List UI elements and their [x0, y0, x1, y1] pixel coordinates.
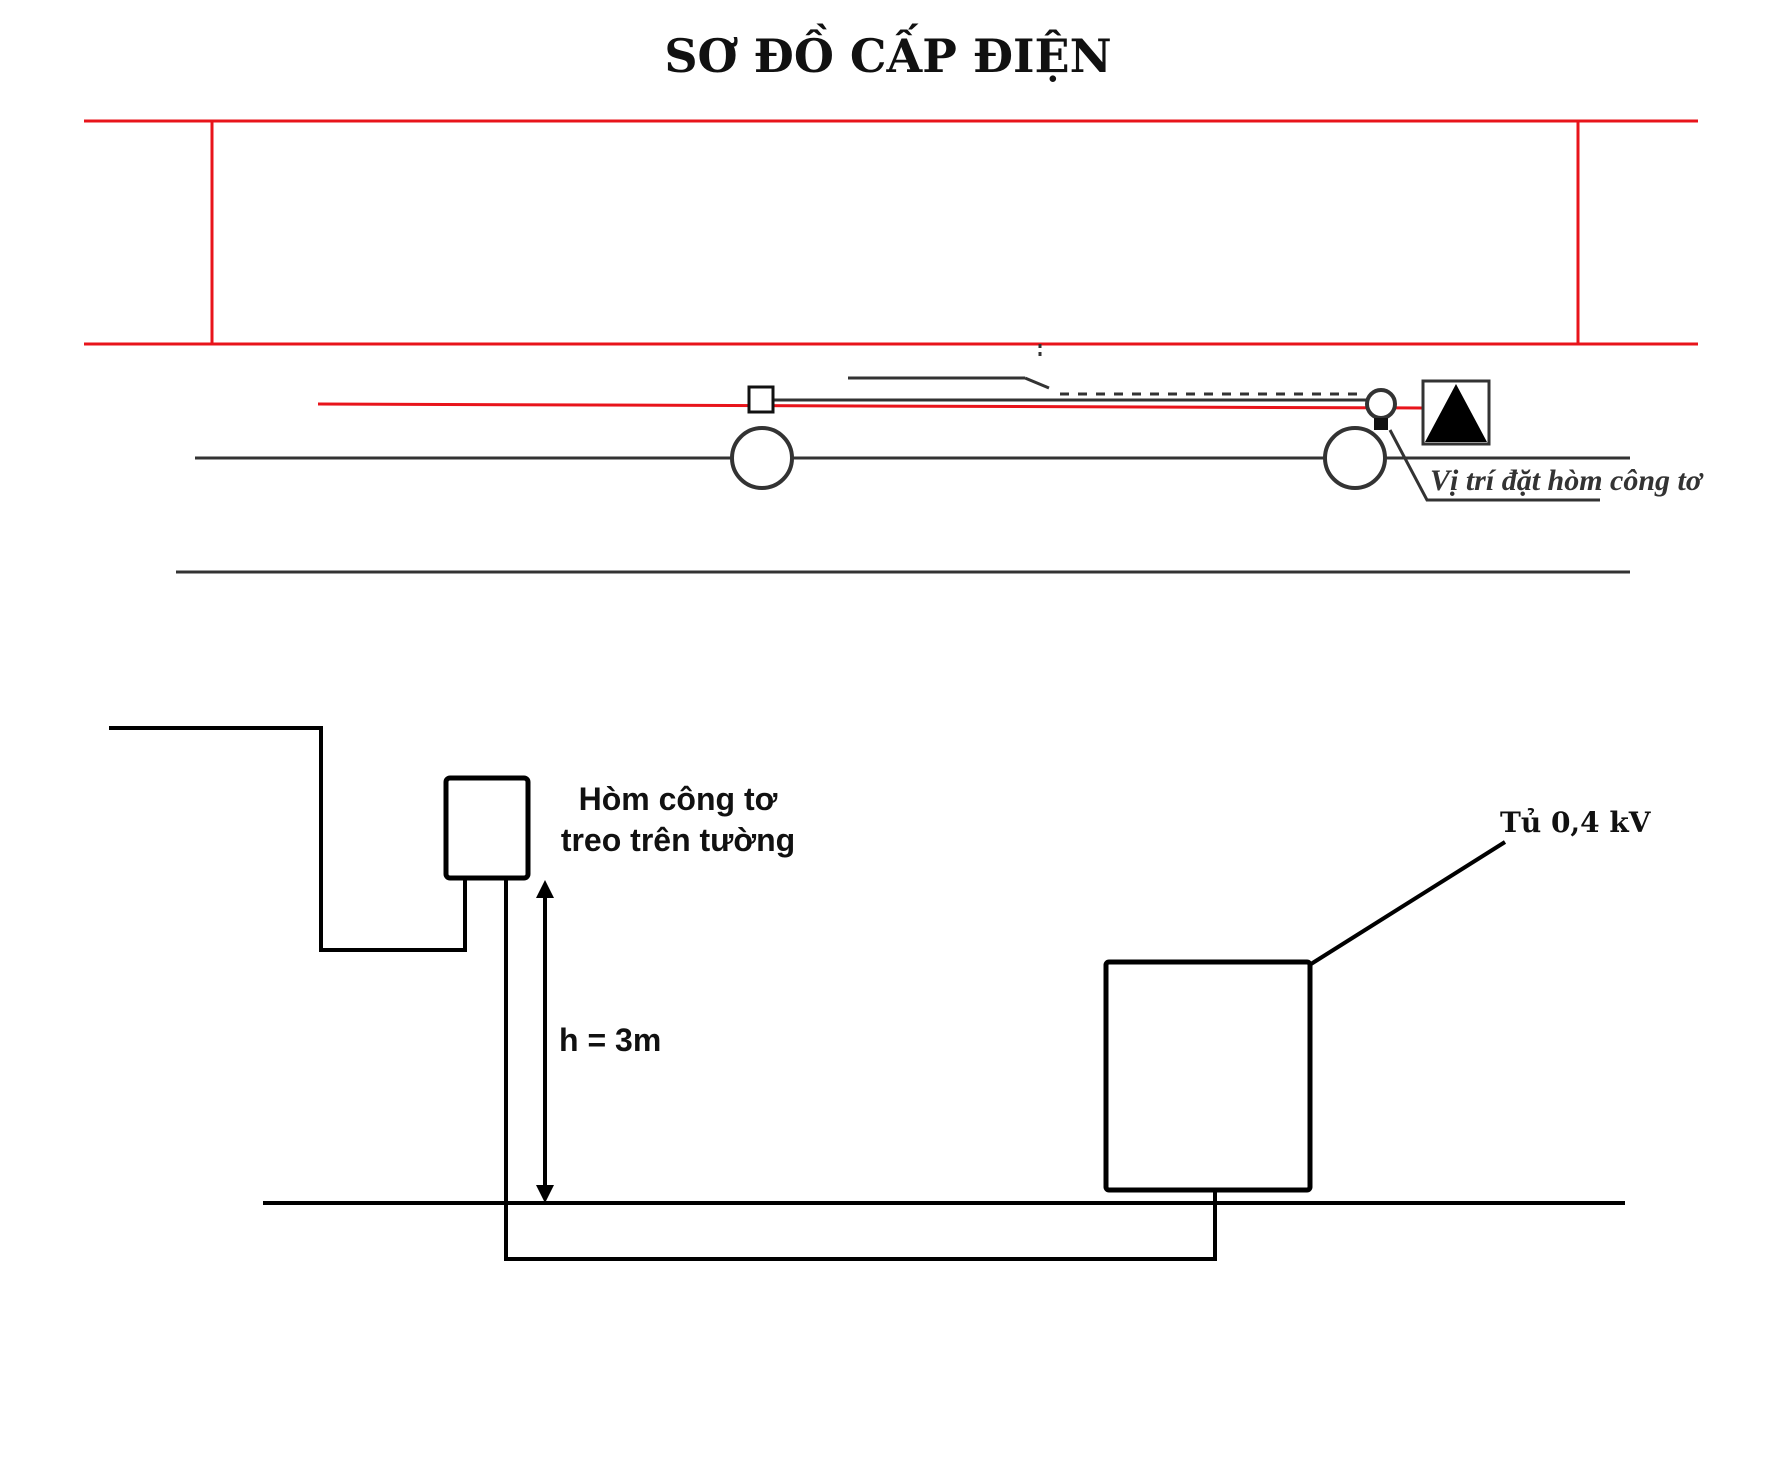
pole-circle-right [1323, 426, 1387, 490]
transformer-triangle-icon [1425, 384, 1487, 442]
switch-blade [1024, 376, 1050, 390]
cabinet-0-4kv [1103, 959, 1313, 1193]
meter-box-label-line2: treo trên tường [561, 822, 795, 858]
elevation-view: Hòm công tơ treo trên tường h = 3m Tủ 0,… [109, 726, 1652, 1261]
cabinet-leader-line [1309, 840, 1507, 966]
underground-cable [504, 878, 1217, 1261]
meter-position-circle [1365, 388, 1397, 420]
meter-location-label: Vị trí đặt hòm công tơ [1430, 464, 1704, 497]
cabinet-label: Tủ 0,4 kV [1500, 806, 1652, 839]
location-leader-line [1388, 429, 1600, 502]
meter-box [443, 775, 531, 881]
junction-square [747, 385, 775, 414]
red-power-line [317, 402, 1424, 410]
arrowhead-down-icon [536, 1185, 554, 1203]
pole-circle-left [730, 426, 794, 490]
height-label: h = 3m [559, 1022, 661, 1058]
diagram-title: SƠ ĐỒ CẤP ĐIỆN [664, 22, 1111, 83]
plan-view: Vị trí đặt hòm công tơ [84, 119, 1704, 574]
meter-box-label-line1: Hòm công tơ [579, 781, 778, 817]
meter-position-block [1374, 418, 1388, 430]
incoming-wire [109, 726, 467, 952]
arrowhead-up-icon [536, 880, 554, 898]
